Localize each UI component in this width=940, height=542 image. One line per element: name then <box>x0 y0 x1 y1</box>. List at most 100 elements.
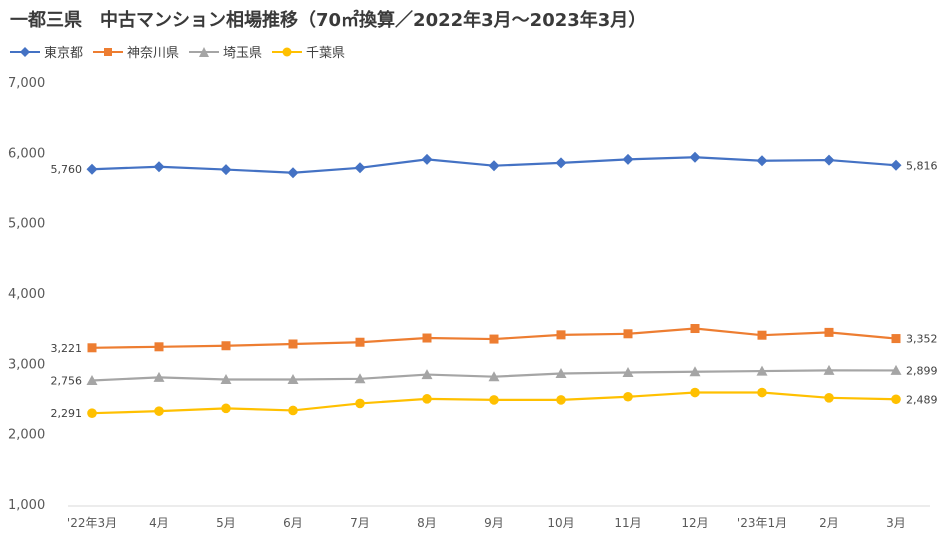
data-point <box>823 364 835 375</box>
legend-item-tokyo: 東京都 <box>8 42 83 61</box>
x-axis: '22年3月 4月 5月 6月 7月 8月 9月 10月 11月 12月 '23年1月 2月 3月 <box>67 516 906 530</box>
data-point <box>488 371 500 382</box>
data-point <box>756 365 768 376</box>
data-point <box>690 324 700 334</box>
x-tick-label: 10月 <box>547 516 574 530</box>
y-tick-label: 4,000 <box>8 287 45 302</box>
data-point <box>555 368 567 379</box>
data-point <box>288 339 298 349</box>
series-1: 3,221 3,352 <box>51 324 938 355</box>
data-label: 5,816 <box>906 159 938 172</box>
legend-item-kanagawa: 神奈川県 <box>91 42 179 61</box>
x-tick-label: 9月 <box>484 516 504 530</box>
legend-marker-diamond <box>10 46 40 57</box>
data-point <box>622 366 634 377</box>
legend-label: 神奈川県 <box>127 46 180 61</box>
series-3: 2,291 2,489 <box>51 387 938 420</box>
data-point <box>421 369 433 380</box>
legend-label: 埼玉県 <box>223 46 263 61</box>
x-tick-label: 3月 <box>886 516 906 530</box>
y-tick-label: 6,000 <box>8 146 45 161</box>
data-point <box>220 374 232 385</box>
data-point <box>757 387 767 398</box>
legend-item-chiba: 千葉県 <box>270 42 345 61</box>
legend: 東京都 神奈川県 埼玉県 千葉県 <box>8 42 345 61</box>
y-tick-label: 5,000 <box>8 217 45 232</box>
x-tick-label: 2月 <box>819 516 839 530</box>
data-point <box>489 334 499 344</box>
data-point <box>221 403 231 414</box>
data-point <box>556 330 566 340</box>
data-point <box>623 391 633 402</box>
data-point <box>87 408 97 418</box>
data-point <box>355 337 365 347</box>
data-point <box>890 159 902 171</box>
series-2: 2,756 2,899 <box>51 364 938 387</box>
data-point <box>555 157 567 169</box>
data-point <box>86 163 98 175</box>
data-point <box>154 342 164 352</box>
data-label: 5,760 <box>51 163 83 176</box>
x-tick-label: 8月 <box>417 516 437 530</box>
y-tick-label: 7,000 <box>8 76 45 91</box>
data-point <box>488 160 500 172</box>
y-tick-label: 3,000 <box>8 357 45 372</box>
data-point <box>756 155 768 167</box>
data-point <box>354 373 366 384</box>
data-point <box>422 394 432 404</box>
x-tick-label: '22年3月 <box>67 516 117 530</box>
legend-label: 千葉県 <box>306 46 346 61</box>
series-0: 5,760 5,816 <box>51 151 938 179</box>
x-tick-label: 12月 <box>681 516 708 530</box>
data-label: 2,489 <box>906 393 938 406</box>
legend-label: 東京都 <box>44 46 84 61</box>
data-label: 2,899 <box>906 364 938 377</box>
data-point <box>288 405 298 416</box>
data-point <box>153 371 165 382</box>
data-point <box>824 327 834 337</box>
x-tick-label: '23年1月 <box>737 516 787 530</box>
data-point <box>421 153 433 165</box>
data-label: 2,291 <box>51 407 83 420</box>
y-tick-label: 2,000 <box>8 428 45 443</box>
x-tick-label: 4月 <box>149 516 169 530</box>
legend-marker-triangle <box>189 46 220 57</box>
data-point <box>556 395 566 405</box>
data-point <box>757 330 767 340</box>
data-point <box>221 341 231 351</box>
data-point <box>220 164 232 176</box>
data-point <box>623 329 633 339</box>
data-point <box>153 161 165 173</box>
data-label: 3,352 <box>906 333 938 346</box>
data-point <box>689 366 701 377</box>
x-tick-label: 6月 <box>283 516 303 530</box>
data-point <box>86 374 98 385</box>
data-point <box>287 167 299 179</box>
legend-marker-circle <box>272 47 303 56</box>
x-tick-label: 7月 <box>350 516 370 530</box>
legend-item-saitama: 埼玉県 <box>187 42 262 61</box>
x-tick-label: 11月 <box>614 516 641 530</box>
data-point <box>891 394 901 405</box>
legend-marker-square <box>93 47 124 56</box>
y-axis: 1,000 2,000 3,000 4,000 5,000 6,000 7,000 <box>8 76 45 513</box>
data-point <box>622 153 634 165</box>
y-tick-label: 1,000 <box>8 498 45 513</box>
data-point <box>489 395 499 405</box>
data-point <box>890 364 902 375</box>
series-layer: 5,760 5,816 3,221 3,352 2,756 2,899 2,291 2,489 <box>51 151 938 420</box>
data-point <box>422 333 432 343</box>
data-point <box>154 406 164 416</box>
x-tick-label: 5月 <box>216 516 236 530</box>
data-label: 2,756 <box>51 374 83 387</box>
data-point <box>891 334 901 344</box>
data-label: 3,221 <box>51 342 83 355</box>
data-point <box>689 151 701 163</box>
data-point <box>87 343 97 353</box>
data-point <box>824 392 834 403</box>
data-point <box>355 398 365 409</box>
data-point <box>823 154 835 166</box>
data-point <box>354 162 366 174</box>
data-point <box>690 387 700 398</box>
